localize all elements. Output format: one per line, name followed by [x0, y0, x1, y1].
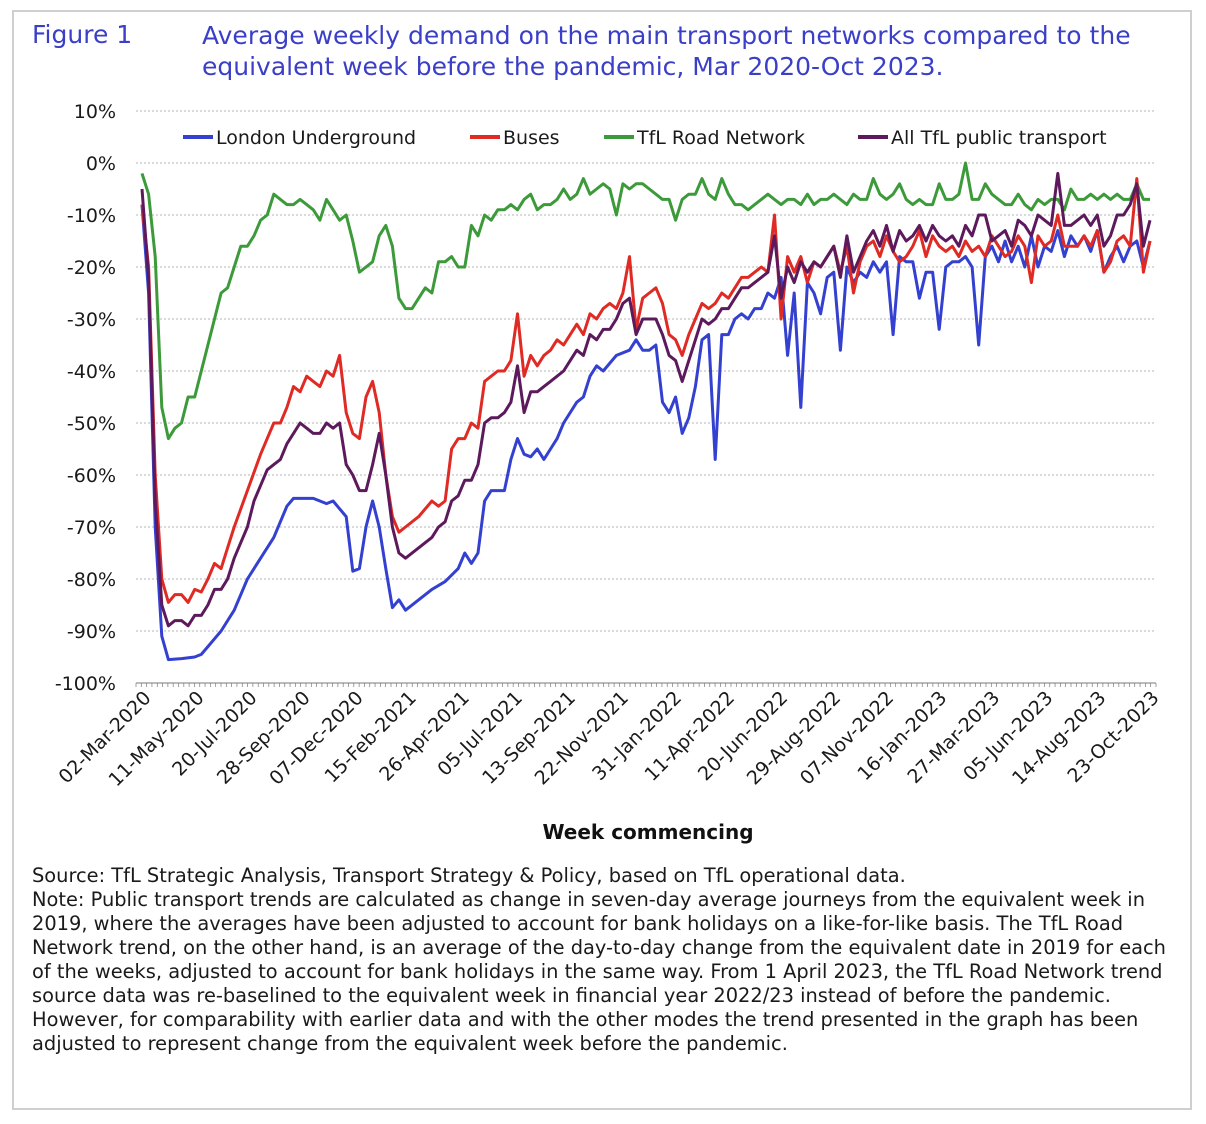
- figure-label: Figure 1: [32, 20, 133, 49]
- x-tick-label: 29-Aug-2022: [743, 687, 845, 789]
- y-tick-label: -10%: [67, 205, 116, 227]
- x-tick-label: 22-Nov-2021: [531, 687, 633, 789]
- y-tick-label: -90%: [67, 621, 116, 643]
- y-axis-ticks: 10% 0% -10% -20% -30% -40% -50% -60% -70% -80% -90…: [55, 101, 116, 695]
- y-tick-label: -30%: [67, 309, 116, 331]
- source-text: Source: TfL Strategic Analysis, Transpor…: [32, 864, 906, 887]
- series-line-tfl-road-network: [140, 161, 1150, 441]
- y-tick-label: -70%: [67, 517, 116, 539]
- legend: London Underground Buses TfL Road Network A…: [183, 127, 1107, 149]
- legend-label-buses: Buses: [503, 127, 560, 149]
- x-tick-label: 07-Nov-2022: [796, 687, 898, 789]
- y-tick-label: -20%: [67, 257, 116, 279]
- y-tick-label: -60%: [67, 465, 116, 487]
- figure-frame: [12, 10, 1192, 1110]
- y-tick-label: 10%: [74, 101, 116, 123]
- y-tick-label: -80%: [67, 569, 116, 591]
- series-lines: [140, 161, 1152, 662]
- y-tick-label: -50%: [67, 413, 116, 435]
- series-line-london-underground: [140, 204, 1152, 662]
- x-axis: 02-Mar-202011-May-202020-Jul-202028-Sep-…: [55, 682, 1164, 791]
- legend-label-all-tfl-public-transport: All TfL public transport: [891, 127, 1107, 149]
- series-line-all-tfl-public-transport: [140, 171, 1152, 628]
- legend-label-tfl-road-network: TfL Road Network: [636, 127, 805, 149]
- x-tick-label: 15-Feb-2021: [320, 687, 420, 787]
- x-tick-label: 28-Sep-2020: [213, 687, 315, 789]
- note-text: Note: Public transport trends are calcul…: [32, 888, 1166, 1055]
- x-tick-label: 13-Sep-2021: [478, 687, 580, 789]
- x-tick-label: 23-Oct-2023: [1063, 687, 1163, 787]
- x-axis-title: Week commencing: [542, 820, 753, 844]
- y-tick-label: 0%: [86, 153, 116, 175]
- legend-label-london-underground: London Underground: [216, 127, 416, 149]
- x-tick-label: 14-Aug-2023: [1008, 687, 1110, 789]
- y-tick-label: -40%: [67, 361, 116, 383]
- figure-title: Average weekly demand on the main transp…: [202, 21, 1131, 81]
- y-tick-label: -100%: [55, 673, 116, 695]
- figure-notes: Source: TfL Strategic Analysis, Transpor…: [32, 864, 1182, 1056]
- x-tick-label: 02-Mar-2020: [55, 687, 156, 788]
- x-tick-label: 27-Mar-2023: [903, 687, 1004, 788]
- series-line-buses: [140, 177, 1152, 604]
- x-tick-label: 07-Dec-2020: [265, 687, 368, 790]
- line-chart: 10% 0% -10% -20% -30% -40% -50% -60% -70% -80% -90…: [55, 101, 1164, 844]
- gridlines: [136, 110, 1156, 632]
